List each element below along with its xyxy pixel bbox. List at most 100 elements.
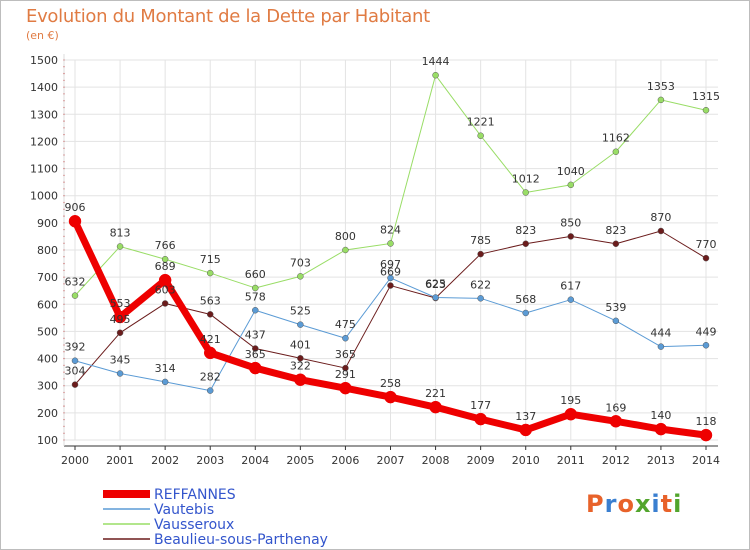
data-point — [71, 292, 79, 299]
x-tick-label: 2004 — [241, 454, 269, 467]
data-label: 365 — [335, 348, 356, 361]
data-point — [522, 189, 529, 196]
y-tick-label: 300 — [37, 380, 58, 393]
y-tick-label: 600 — [37, 298, 58, 311]
data-point — [474, 412, 487, 426]
y-tick-label: 700 — [37, 271, 58, 284]
data-label: 177 — [470, 399, 491, 412]
data-label: 221 — [425, 387, 446, 400]
data-label: 525 — [290, 305, 311, 318]
data-label: 258 — [380, 377, 401, 390]
data-label: 553 — [110, 297, 131, 310]
data-point — [387, 282, 394, 289]
data-point — [342, 246, 349, 254]
data-label: 563 — [200, 294, 221, 307]
data-point — [522, 240, 529, 248]
logo-letter: r — [604, 490, 618, 518]
proxiti-logo: Proxiti — [586, 490, 682, 518]
data-point — [387, 274, 394, 282]
data-label: 1162 — [602, 132, 630, 145]
logo-letter: x — [634, 490, 652, 518]
data-label: 345 — [110, 354, 131, 367]
data-label: 813 — [110, 226, 131, 239]
data-labels: 304 495 603 563 437 401 365 669 623 785 823 850 823 8… — [65, 55, 721, 428]
data-label: 906 — [65, 201, 86, 214]
data-label: 169 — [605, 401, 626, 414]
data-label: 660 — [245, 268, 266, 281]
data-label: 118 — [696, 415, 717, 428]
x-tick-label: 2009 — [467, 454, 495, 467]
data-label: 632 — [65, 276, 86, 289]
data-label: 850 — [560, 216, 581, 229]
data-point — [342, 334, 349, 342]
data-point — [384, 390, 397, 404]
x-tick-label: 2002 — [151, 454, 179, 467]
y-tick-label: 800 — [37, 244, 58, 257]
data-label: 475 — [335, 318, 356, 331]
data-point — [158, 273, 172, 287]
x-tick-label: 2007 — [377, 454, 405, 467]
x-tick-label: 2000 — [61, 454, 89, 467]
data-label: 625 — [425, 278, 446, 291]
data-point — [252, 307, 259, 314]
data-label: 137 — [515, 410, 536, 423]
data-point — [249, 361, 262, 375]
data-point — [297, 321, 304, 328]
data-label: 495 — [110, 313, 131, 326]
data-point — [432, 71, 439, 79]
y-tick-label: 200 — [37, 407, 58, 420]
x-tick-label: 2003 — [196, 454, 224, 467]
data-point — [342, 364, 349, 372]
data-point — [161, 255, 169, 263]
data-label: 365 — [245, 348, 266, 361]
data-label: 437 — [245, 329, 266, 342]
data-point — [387, 240, 394, 247]
data-point — [702, 342, 710, 349]
data-point — [429, 400, 442, 414]
data-label: 195 — [560, 394, 581, 407]
y-tick-label: 1500 — [30, 54, 58, 67]
data-label: 140 — [650, 409, 671, 422]
logo-letter: i — [673, 490, 683, 518]
data-point — [252, 284, 259, 292]
x-tick-label: 2005 — [286, 454, 314, 467]
data-label: 304 — [65, 365, 86, 378]
data-point — [297, 273, 304, 280]
data-point — [252, 345, 259, 352]
data-point — [203, 346, 217, 360]
data-point — [116, 329, 124, 337]
data-label: 1315 — [692, 90, 720, 103]
data-point — [206, 269, 214, 277]
data-label: 449 — [696, 325, 717, 338]
data-point — [297, 355, 304, 362]
x-tick-label: 2012 — [602, 454, 630, 467]
data-point — [477, 250, 484, 258]
data-label: 314 — [155, 362, 176, 375]
data-point — [564, 407, 578, 421]
data-label: 770 — [696, 238, 717, 251]
logo-letter: i — [651, 490, 661, 518]
data-label: 622 — [470, 278, 491, 291]
data-label: 824 — [380, 223, 401, 236]
data-point — [609, 415, 623, 428]
data-label: 1012 — [512, 172, 540, 185]
legend-label: Vausseroux — [154, 517, 234, 533]
data-label: 1040 — [557, 165, 585, 178]
x-tick-label: 2011 — [557, 454, 585, 467]
data-point — [519, 423, 532, 437]
data-point — [657, 227, 665, 235]
data-point — [206, 311, 214, 318]
data-point — [654, 422, 668, 436]
data-point — [657, 96, 665, 104]
data-label: 766 — [155, 239, 176, 252]
legend-label: Beaulieu-sous-Parthenay — [154, 532, 328, 548]
data-point — [522, 309, 529, 317]
legend-label: REFFANNES — [154, 487, 236, 503]
data-label: 669 — [380, 266, 401, 279]
y-tick-label: 500 — [37, 325, 58, 338]
y-tick-label: 1400 — [30, 81, 58, 94]
x-tick-label: 2008 — [422, 454, 450, 467]
data-point — [71, 381, 79, 388]
logo-letter: o — [617, 490, 635, 518]
data-label: 703 — [290, 256, 311, 269]
